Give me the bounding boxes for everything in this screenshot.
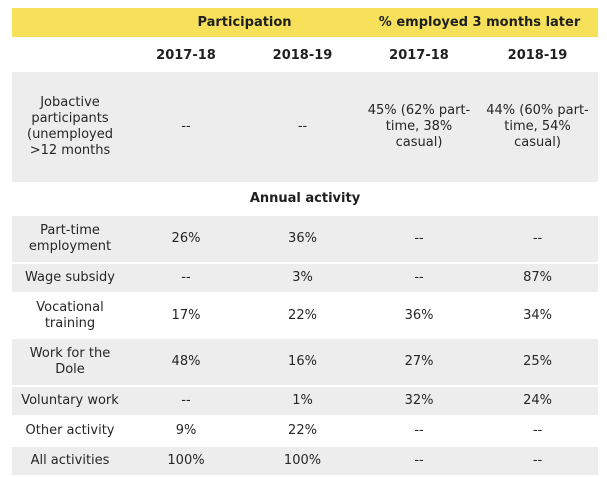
header-participation: Participation	[128, 8, 362, 40]
table-cell: --	[361, 417, 478, 447]
table-cell: 45% (62% part-time, 38% casual)	[361, 72, 478, 184]
table-cell: 27%	[361, 339, 478, 387]
section-header-row: Annual activity	[12, 184, 599, 216]
table-cell: 26%	[128, 216, 244, 264]
group-header-row: Participation % employed 3 months later	[12, 8, 599, 40]
table-cell: 25%	[477, 339, 599, 387]
table-row: Part-time employment 26% 36% -- --	[12, 216, 599, 264]
table-cell: 36%	[244, 216, 362, 264]
table-cell: 44% (60% part-time, 54% casual)	[477, 72, 599, 184]
row-label: Work for the Dole	[12, 339, 128, 387]
table-cell: 100%	[128, 447, 244, 477]
table-cell: 32%	[361, 387, 478, 417]
table-cell: 24%	[477, 387, 599, 417]
year-header: 2018-19	[244, 40, 362, 72]
table-row: Voluntary work -- 1% 32% 24%	[12, 387, 599, 417]
table-row: Other activity 9% 22% -- --	[12, 417, 599, 447]
row-label: Wage subsidy	[12, 264, 128, 294]
table-cell: --	[477, 447, 599, 477]
row-label: Vocational training	[12, 294, 128, 339]
header-employed-3-months: % employed 3 months later	[361, 8, 599, 40]
row-label: All activities	[12, 447, 128, 477]
row-label: Voluntary work	[12, 387, 128, 417]
year-header-blank	[12, 40, 128, 72]
table-cell: --	[361, 216, 478, 264]
table-cell: --	[477, 417, 599, 447]
table-row: All activities 100% 100% -- --	[12, 447, 599, 477]
data-table-container: Participation % employed 3 months later …	[12, 8, 599, 477]
row-label: Jobactive participants (unemployed >12 m…	[12, 72, 128, 184]
table-cell: 87%	[477, 264, 599, 294]
table-cell: 3%	[244, 264, 362, 294]
table-cell: --	[128, 72, 244, 184]
table-cell: --	[361, 447, 478, 477]
table-cell: 48%	[128, 339, 244, 387]
table-cell: 100%	[244, 447, 362, 477]
table-cell: 34%	[477, 294, 599, 339]
table-cell: --	[361, 264, 478, 294]
table-cell: 1%	[244, 387, 362, 417]
table-cell: --	[477, 216, 599, 264]
employment-outcomes-table: Participation % employed 3 months later …	[12, 8, 599, 477]
table-cell: 36%	[361, 294, 478, 339]
table-cell: 17%	[128, 294, 244, 339]
table-cell: 16%	[244, 339, 362, 387]
table-cell: --	[128, 264, 244, 294]
table-cell: 22%	[244, 294, 362, 339]
table-cell: 22%	[244, 417, 362, 447]
table-row: Vocational training 17% 22% 36% 34%	[12, 294, 599, 339]
header-blank	[12, 8, 128, 40]
year-header: 2017-18	[361, 40, 478, 72]
row-label: Other activity	[12, 417, 128, 447]
table-row: Jobactive participants (unemployed >12 m…	[12, 72, 599, 184]
year-header: 2018-19	[477, 40, 599, 72]
row-label: Part-time employment	[12, 216, 128, 264]
table-cell: --	[244, 72, 362, 184]
table-cell: --	[128, 387, 244, 417]
table-cell: 9%	[128, 417, 244, 447]
table-row: Wage subsidy -- 3% -- 87%	[12, 264, 599, 294]
year-header: 2017-18	[128, 40, 244, 72]
year-header-row: 2017-18 2018-19 2017-18 2018-19	[12, 40, 599, 72]
section-label: Annual activity	[12, 184, 599, 216]
table-row: Work for the Dole 48% 16% 27% 25%	[12, 339, 599, 387]
